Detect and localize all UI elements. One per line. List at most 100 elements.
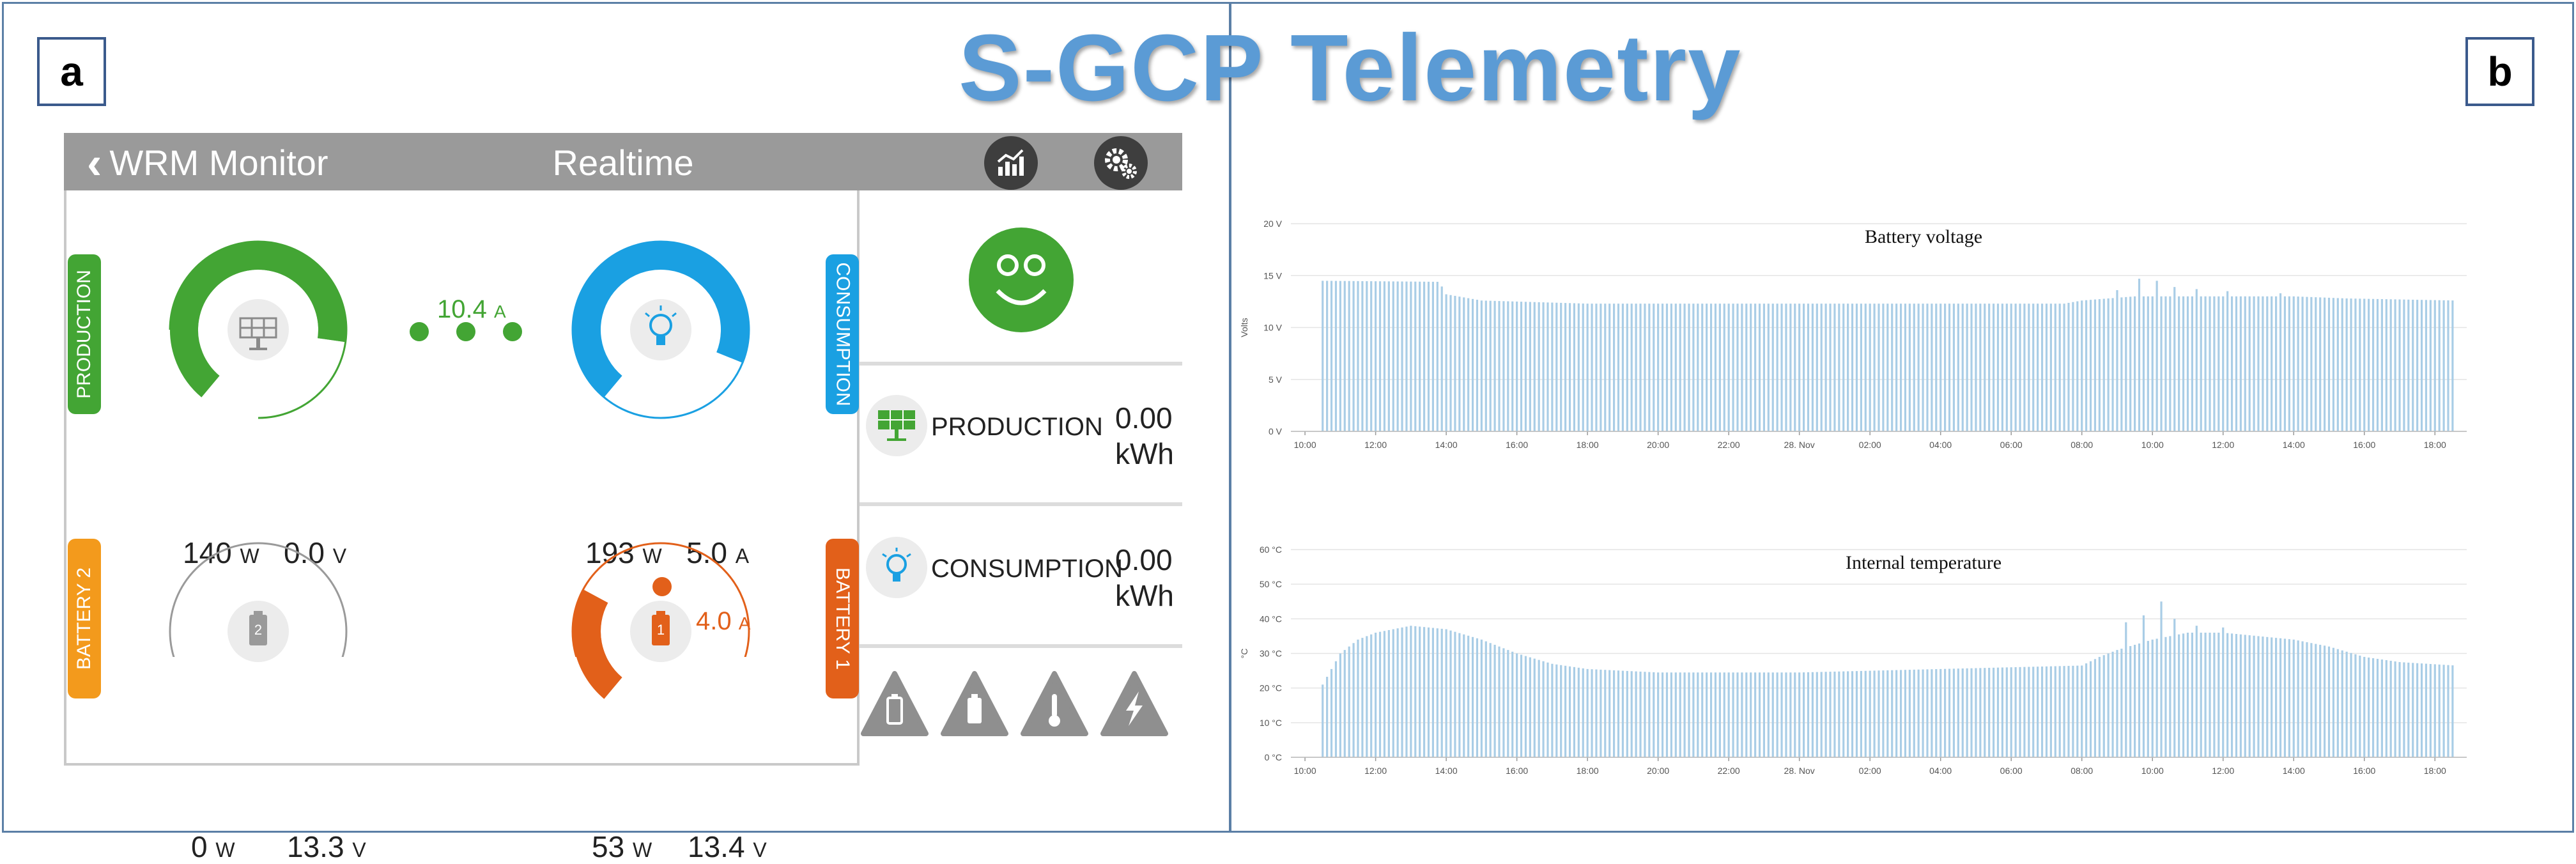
bar	[1701, 304, 1704, 431]
bar	[1375, 281, 1377, 431]
bar	[1604, 670, 1607, 757]
bar	[2200, 296, 2202, 431]
battery-flow-value: 4.0	[696, 607, 732, 635]
flow-dot	[652, 577, 672, 596]
bar	[2195, 626, 2198, 757]
bar	[1458, 297, 1461, 431]
bar	[2266, 636, 2269, 757]
bar	[2222, 627, 2225, 757]
bar	[2028, 304, 2030, 431]
bar	[1485, 300, 1487, 431]
bar	[1961, 304, 1964, 431]
bar	[1568, 303, 1571, 431]
bar	[1648, 672, 1651, 757]
y-tick-label: 10 °C	[1260, 718, 1282, 728]
bar	[1847, 304, 1849, 431]
bar	[2403, 662, 2405, 757]
battery-warning-icon[interactable]	[860, 670, 930, 740]
consumption-gauge-fill	[573, 242, 749, 397]
bar	[1741, 672, 1743, 757]
thermometer-warning-icon[interactable]	[1019, 670, 1090, 740]
bar	[1489, 300, 1492, 431]
bar	[2394, 299, 2396, 431]
bar	[2257, 296, 2260, 431]
bar	[1758, 304, 1761, 431]
bar	[1736, 304, 1739, 431]
bar	[1586, 304, 1589, 431]
lightning-warning-icon[interactable]	[1099, 670, 1169, 740]
bar	[1966, 668, 1968, 757]
chart-button[interactable]	[984, 136, 1038, 190]
bar	[2327, 297, 2331, 431]
x-tick-label: 02:00	[1859, 440, 1881, 450]
production-power-value: 140	[183, 536, 232, 569]
bar	[1979, 304, 1982, 431]
bar	[1750, 672, 1752, 757]
bar	[2204, 296, 2207, 431]
x-tick-label: 16:00	[1506, 766, 1528, 776]
bar	[2014, 667, 2017, 757]
bar	[1445, 629, 1447, 757]
bar	[2359, 298, 2361, 431]
bar	[1697, 304, 1699, 431]
bar	[2345, 298, 2348, 431]
bar	[1440, 628, 1443, 757]
battery1-power: 53 W	[592, 829, 652, 864]
x-tick-label: 14:00	[2283, 766, 2305, 776]
bar	[1780, 672, 1783, 757]
bar	[2129, 297, 2132, 431]
x-tick-label: 12:00	[1364, 766, 1387, 776]
bar	[2089, 300, 2092, 431]
bar	[2297, 640, 2299, 757]
bar	[1767, 304, 1770, 431]
bar	[2416, 663, 2419, 757]
bar	[1899, 670, 1902, 757]
battery2-power-unit: W	[215, 838, 235, 861]
bar	[1829, 672, 1832, 757]
bar	[1944, 304, 1947, 431]
bar	[1886, 304, 1889, 431]
x-tick-label: 16:00	[2353, 766, 2375, 776]
bar	[1851, 304, 1854, 431]
production-tab-label: PRODUCTION	[73, 270, 95, 399]
bar	[1855, 304, 1858, 431]
settings-button[interactable]	[1094, 136, 1148, 190]
figure-frame	[2, 2, 2574, 833]
bar	[1820, 672, 1823, 757]
bar	[1692, 672, 1695, 757]
bar	[2032, 667, 2035, 757]
bar	[2049, 304, 2052, 431]
battery2-voltage-unit: V	[352, 838, 366, 861]
bar	[1869, 670, 1871, 757]
bar	[2336, 298, 2339, 431]
bar	[2301, 641, 2304, 757]
bar	[2058, 666, 2061, 757]
bar	[2279, 293, 2282, 431]
bar	[2420, 300, 2423, 431]
bar	[1683, 672, 1686, 757]
x-tick-label: 10:00	[1294, 766, 1316, 776]
bar	[1480, 639, 1483, 757]
bar	[1520, 654, 1523, 757]
bar	[1617, 304, 1620, 431]
bar	[1771, 304, 1774, 431]
bar	[1366, 281, 1368, 431]
bar	[1493, 300, 1496, 431]
back-button[interactable]: ‹ WRM Monitor	[87, 141, 328, 185]
bar	[2323, 297, 2326, 431]
bar	[2368, 657, 2370, 757]
bar	[1635, 304, 1637, 431]
bar	[2442, 300, 2445, 431]
bar	[2380, 659, 2383, 757]
bar	[2350, 652, 2352, 757]
battery-full-warning-icon[interactable]	[939, 670, 1010, 740]
bar	[2138, 279, 2141, 431]
bar	[1767, 672, 1770, 757]
bar	[1657, 672, 1660, 757]
production-power-unit: W	[240, 544, 259, 567]
bar	[2125, 622, 2127, 757]
bar	[1591, 669, 1593, 757]
bar	[1688, 304, 1690, 431]
x-tick-label: 22:00	[1718, 440, 1740, 450]
bar	[1891, 304, 1893, 431]
